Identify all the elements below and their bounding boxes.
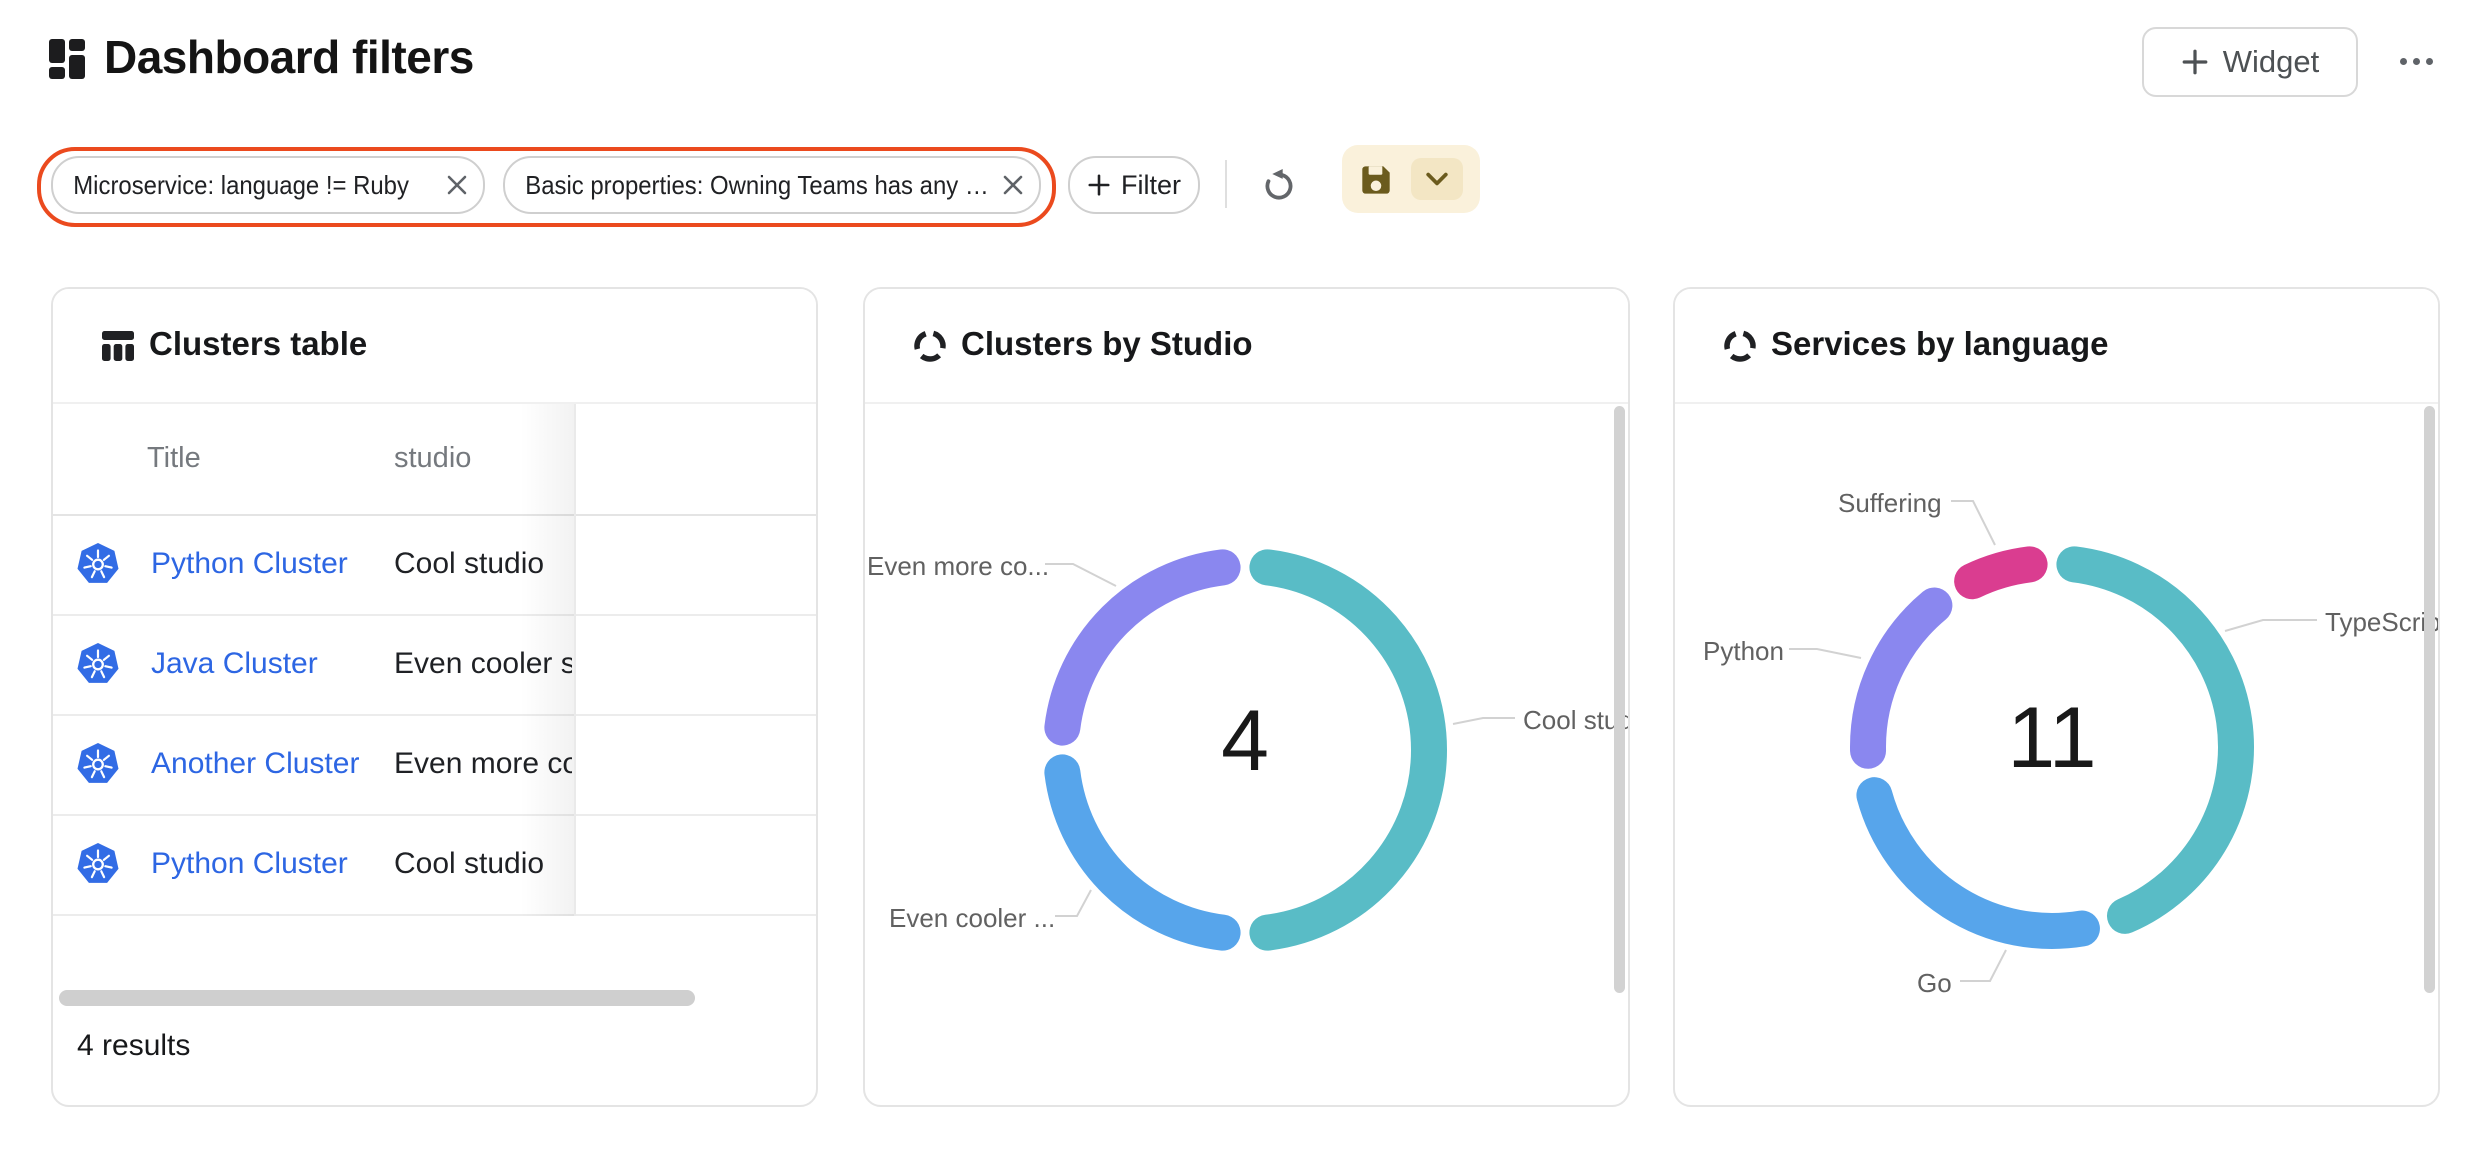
segment-label: TypeScript [2325,607,2440,637]
label-leader-line [1045,563,1117,587]
segment-label: Even more co... [867,551,1050,581]
widget-title: Clusters by Studio [961,325,1253,362]
donut-chart-icon [911,327,949,365]
donut-segment[interactable] [1044,549,1241,746]
add-widget-label: Widget [2222,44,2320,79]
donut-segment[interactable] [1044,754,1241,951]
close-icon[interactable] [1001,173,1025,197]
donut-segment[interactable] [1954,546,2048,600]
vertical-scrollbar[interactable] [1614,406,1625,993]
filter-chip-basic-properties[interactable]: Basic properties: Owning Teams has any … [503,156,1041,214]
table-row: Python Cluster Cool studio [53,514,816,616]
filter-chip-label: Microservice: language != Ruby [73,169,409,200]
cluster-link[interactable]: Python Cluster [151,547,348,580]
studio-cell: Even cooler st [394,647,572,680]
more-options-button[interactable] [2388,44,2444,78]
undo-button[interactable] [1258,164,1300,206]
kubernetes-icon [76,842,120,887]
save-options-button[interactable] [1411,158,1463,200]
kubernetes-icon [76,742,120,787]
donut-segment[interactable] [1249,549,1448,951]
filter-chip-microservice-language[interactable]: Microservice: language != Ruby [51,156,485,214]
undo-icon [1265,169,1293,200]
plus-icon [1088,174,1110,196]
column-divider [574,402,576,916]
cluster-link[interactable]: Another Cluster [151,747,360,780]
widget-clusters-by-studio: Clusters by Studio Even more co... Even … [863,287,1630,1107]
donut-total: 11 [2007,690,2097,786]
vertical-scrollbar[interactable] [2424,406,2435,993]
results-count: 4 results [77,1029,191,1062]
save-button[interactable] [1356,160,1396,200]
segment-label: Cool studio [1523,705,1628,735]
label-leader-line [1789,648,1862,659]
cluster-link[interactable]: Python Cluster [151,847,348,880]
close-icon[interactable] [445,173,469,197]
plus-icon [2182,49,2208,75]
add-widget-button[interactable]: Widget [2142,27,2358,97]
add-filter-button[interactable]: Filter [1068,156,1200,214]
widget-header: Clusters table [53,289,816,404]
kubernetes-icon [76,542,120,587]
segment-label: Even cooler ... [889,903,1056,933]
widget-title: Services by language [1771,325,2109,362]
save-floppy-icon [1362,166,1390,194]
label-leader-line [1452,717,1515,725]
table-row: Another Cluster Even more co [53,714,816,816]
filter-chip-label: Basic properties: Owning Teams has any … [525,169,989,200]
widget-header: Services by language [1675,289,2438,404]
table-header-row: Title studio [53,402,816,516]
add-filter-label: Filter [1121,169,1181,200]
label-leader-line [2224,619,2317,632]
donut-chart-icon [1721,327,1759,365]
label-leader-line [1951,500,1996,546]
column-header-studio: studio [394,441,472,474]
segment-label: Python [1703,636,1784,666]
column-header-title: Title [147,441,201,474]
horizontal-scrollbar[interactable] [59,990,695,1006]
table-icon [99,327,137,365]
toolbar-divider [1225,160,1227,208]
donut-segment[interactable] [1850,587,1953,769]
donut-total: 4 [1221,693,1269,789]
studio-cell: Cool studio [394,847,545,880]
table-row: Python Cluster Cool studio [53,814,816,916]
widget-services-by-language: Services by language Suffering Python Ty… [1673,287,2440,1107]
cluster-link[interactable]: Java Cluster [151,647,318,680]
studio-cell: Cool studio [394,547,545,580]
kubernetes-icon [76,642,120,687]
page-title: Dashboard filters [104,31,474,83]
widget-clusters-table: Clusters table Title studio Python Clust… [51,287,818,1107]
label-leader-line [1055,889,1092,917]
donut-segment[interactable] [1856,777,2100,949]
widget-header: Clusters by Studio [865,289,1628,404]
studio-cell: Even more co [394,747,572,780]
chevron-down-icon [1426,172,1448,186]
segment-label: Suffering [1838,488,1942,518]
dashboard-grid-icon [48,38,88,80]
label-leader-line [1960,949,2007,982]
widget-title: Clusters table [149,325,368,362]
donut-segment[interactable] [2056,546,2254,934]
segment-label: Go [1917,968,1952,998]
save-button-group [1342,145,1480,213]
table-row: Java Cluster Even cooler st [53,614,816,716]
ellipsis-icon [2399,57,2407,65]
